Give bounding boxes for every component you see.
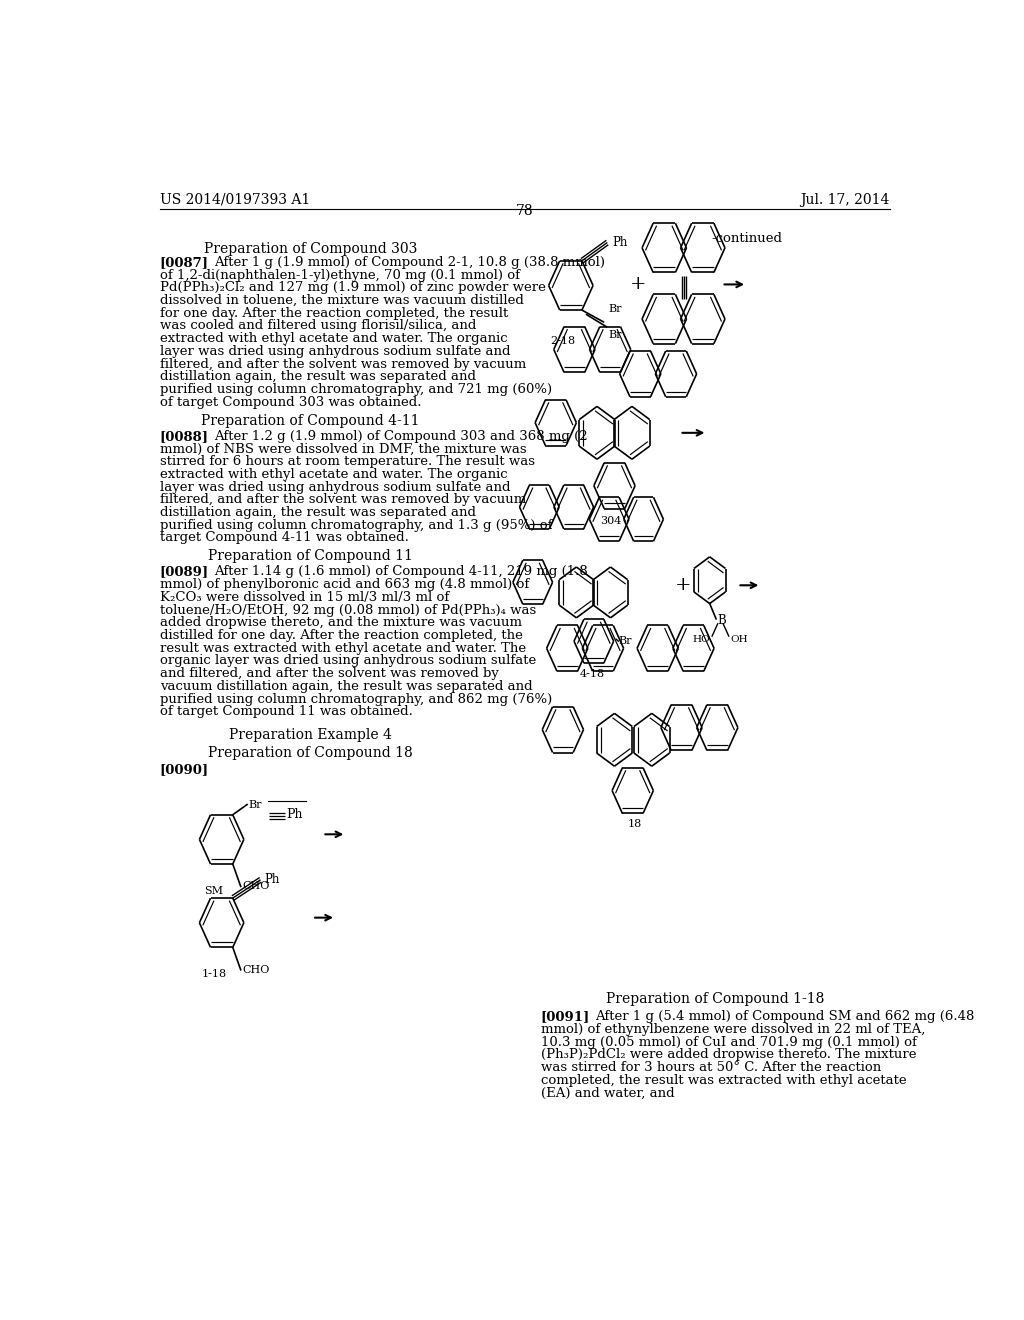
Text: (EA) and water, and: (EA) and water, and: [541, 1086, 674, 1100]
Text: 2-18: 2-18: [550, 337, 575, 346]
Text: organic layer was dried using anhydrous sodium sulfate: organic layer was dried using anhydrous …: [160, 655, 536, 668]
Text: mmol) of ethynylbenzene were dissolved in 22 ml of TEA,: mmol) of ethynylbenzene were dissolved i…: [541, 1023, 925, 1036]
Text: [0088]: [0088]: [160, 430, 209, 442]
Text: K₂CO₃ were dissolved in 15 ml/3 ml/3 ml of: K₂CO₃ were dissolved in 15 ml/3 ml/3 ml …: [160, 591, 449, 603]
Text: purified using column chromatography, and 721 mg (60%): purified using column chromatography, an…: [160, 383, 552, 396]
Text: extracted with ethyl acetate and water. The organic: extracted with ethyl acetate and water. …: [160, 333, 507, 346]
Text: toluene/H₂O/EtOH, 92 mg (0.08 mmol) of Pd(PPh₃)₄ was: toluene/H₂O/EtOH, 92 mg (0.08 mmol) of P…: [160, 603, 536, 616]
Text: -continued: -continued: [712, 231, 782, 244]
Text: of 1,2-di(naphthalen-1-yl)ethyne, 70 mg (0.1 mmol) of: of 1,2-di(naphthalen-1-yl)ethyne, 70 mg …: [160, 269, 520, 281]
Text: added dropwise thereto, and the mixture was vacuum: added dropwise thereto, and the mixture …: [160, 616, 522, 630]
Text: layer was dried using anhydrous sodium sulfate and: layer was dried using anhydrous sodium s…: [160, 345, 510, 358]
Text: [0087]: [0087]: [160, 256, 209, 269]
Text: After 1.14 g (1.6 mmol) of Compound 4-11, 219 mg (1.8: After 1.14 g (1.6 mmol) of Compound 4-11…: [214, 565, 588, 578]
Text: 1-18: 1-18: [201, 969, 226, 979]
Text: mmol) of phenylboronic acid and 663 mg (4.8 mmol) of: mmol) of phenylboronic acid and 663 mg (…: [160, 578, 529, 591]
Text: +: +: [630, 276, 646, 293]
Text: completed, the result was extracted with ethyl acetate: completed, the result was extracted with…: [541, 1073, 906, 1086]
Text: of target Compound 11 was obtained.: of target Compound 11 was obtained.: [160, 705, 413, 718]
Text: OH: OH: [730, 635, 748, 644]
Text: purified using column chromatography, and 862 mg (76%): purified using column chromatography, an…: [160, 693, 552, 705]
Text: Preparation of Compound 4-11: Preparation of Compound 4-11: [202, 413, 420, 428]
Text: 18: 18: [627, 818, 641, 829]
Text: Preparation Example 4: Preparation Example 4: [229, 729, 392, 742]
Text: dissolved in toluene, the mixture was vacuum distilled: dissolved in toluene, the mixture was va…: [160, 294, 523, 308]
Text: layer was dried using anhydrous sodium sulfate and: layer was dried using anhydrous sodium s…: [160, 480, 510, 494]
Text: mmol) of NBS were dissolved in DMF, the mixture was: mmol) of NBS were dissolved in DMF, the …: [160, 442, 526, 455]
Text: Br: Br: [608, 330, 622, 341]
Text: filtered, and after the solvent was removed by vacuum: filtered, and after the solvent was remo…: [160, 494, 526, 507]
Text: Preparation of Compound 11: Preparation of Compound 11: [208, 549, 413, 564]
Text: Ph: Ph: [612, 236, 628, 249]
Text: 304: 304: [600, 516, 622, 527]
Text: filtered, and after the solvent was removed by vacuum: filtered, and after the solvent was remo…: [160, 358, 526, 371]
Text: Jul. 17, 2014: Jul. 17, 2014: [801, 193, 890, 207]
Text: of target Compound 303 was obtained.: of target Compound 303 was obtained.: [160, 396, 421, 409]
Text: CHO: CHO: [243, 965, 269, 974]
Text: B: B: [718, 614, 726, 627]
Text: Preparation of Compound 303: Preparation of Compound 303: [204, 242, 417, 256]
Text: was stirred for 3 hours at 50° C. After the reaction: was stirred for 3 hours at 50° C. After …: [541, 1061, 881, 1074]
Text: 10.3 mg (0.05 mmol) of CuI and 701.9 mg (0.1 mmol) of: 10.3 mg (0.05 mmol) of CuI and 701.9 mg …: [541, 1036, 916, 1048]
Text: Br: Br: [249, 800, 262, 809]
Text: 78: 78: [516, 205, 534, 218]
Text: Ph: Ph: [287, 808, 303, 821]
Text: target Compound 4-11 was obtained.: target Compound 4-11 was obtained.: [160, 532, 409, 544]
Text: Br: Br: [608, 304, 622, 314]
Text: result was extracted with ethyl acetate and water. The: result was extracted with ethyl acetate …: [160, 642, 526, 655]
Text: vacuum distillation again, the result was separated and: vacuum distillation again, the result wa…: [160, 680, 532, 693]
Text: extracted with ethyl acetate and water. The organic: extracted with ethyl acetate and water. …: [160, 467, 507, 480]
Text: and filtered, and after the solvent was removed by: and filtered, and after the solvent was …: [160, 667, 499, 680]
Text: [0089]: [0089]: [160, 565, 209, 578]
Text: +: +: [675, 577, 692, 594]
Text: was cooled and filtered using florisil/silica, and: was cooled and filtered using florisil/s…: [160, 319, 476, 333]
Text: CHO: CHO: [243, 882, 269, 891]
Text: distilled for one day. After the reaction completed, the: distilled for one day. After the reactio…: [160, 630, 522, 642]
Text: US 2014/0197393 A1: US 2014/0197393 A1: [160, 193, 310, 207]
Text: HO: HO: [692, 635, 710, 644]
Text: stirred for 6 hours at room temperature. The result was: stirred for 6 hours at room temperature.…: [160, 455, 535, 469]
Text: Preparation of Compound 1-18: Preparation of Compound 1-18: [606, 991, 824, 1006]
Text: Ph: Ph: [264, 874, 280, 886]
Text: Preparation of Compound 18: Preparation of Compound 18: [208, 746, 413, 760]
Text: [0091]: [0091]: [541, 1010, 590, 1023]
Text: SM: SM: [204, 886, 223, 896]
Text: Pd(PPh₃)₂Cl₂ and 127 mg (1.9 mmol) of zinc powder were: Pd(PPh₃)₂Cl₂ and 127 mg (1.9 mmol) of zi…: [160, 281, 546, 294]
Text: distillation again, the result was separated and: distillation again, the result was separ…: [160, 506, 476, 519]
Text: After 1 g (5.4 mmol) of Compound SM and 662 mg (6.48: After 1 g (5.4 mmol) of Compound SM and …: [595, 1010, 974, 1023]
Text: for one day. After the reaction completed, the result: for one day. After the reaction complete…: [160, 306, 508, 319]
Text: Br: Br: [618, 636, 632, 647]
Text: [0090]: [0090]: [160, 763, 209, 776]
Text: distillation again, the result was separated and: distillation again, the result was separ…: [160, 371, 476, 383]
Text: purified using column chromatography, and 1.3 g (95%) of: purified using column chromatography, an…: [160, 519, 552, 532]
Text: 4-18: 4-18: [580, 669, 605, 678]
Text: After 1.2 g (1.9 mmol) of Compound 303 and 368 mg (2: After 1.2 g (1.9 mmol) of Compound 303 a…: [214, 430, 588, 442]
Text: (Ph₃P)₂PdCl₂ were added dropwise thereto. The mixture: (Ph₃P)₂PdCl₂ were added dropwise thereto…: [541, 1048, 916, 1061]
Text: After 1 g (1.9 mmol) of Compound 2-1, 10.8 g (38.8 mmol): After 1 g (1.9 mmol) of Compound 2-1, 10…: [214, 256, 605, 269]
